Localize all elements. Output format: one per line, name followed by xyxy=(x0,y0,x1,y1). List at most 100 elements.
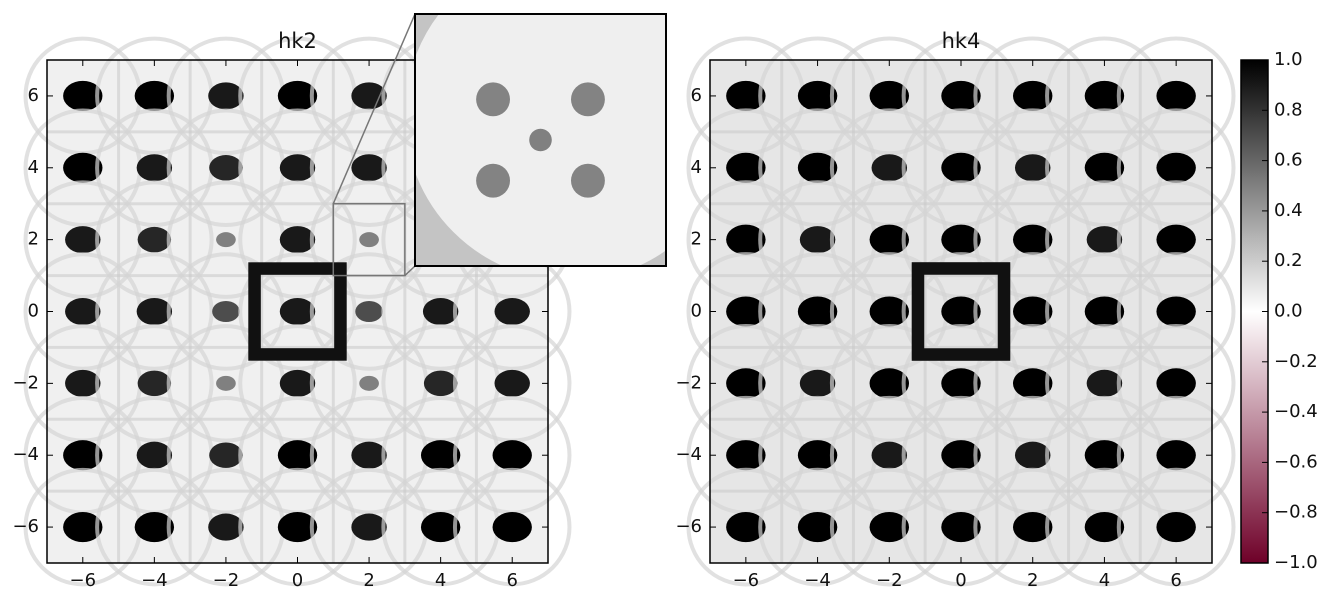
y-tick-label: −6 xyxy=(675,516,702,537)
colorbar-tick-label: 1.0 xyxy=(1274,49,1303,70)
peak xyxy=(63,440,103,471)
peak xyxy=(1014,441,1051,469)
peak xyxy=(799,226,836,254)
peak xyxy=(1156,368,1196,399)
colorbar-tick-label: −0.8 xyxy=(1274,502,1318,523)
y-tick-label: −6 xyxy=(12,516,39,537)
x-tick-label: 4 xyxy=(435,570,446,591)
x-tick-label: 4 xyxy=(1099,570,1110,591)
peak xyxy=(209,442,243,468)
peak xyxy=(137,370,172,397)
peak xyxy=(63,80,103,111)
inset-satellite xyxy=(476,82,511,117)
y-tick-label: 6 xyxy=(28,85,39,106)
peak xyxy=(279,226,316,254)
zoom-region xyxy=(332,202,406,277)
x-tick-label: 2 xyxy=(363,570,374,591)
peak xyxy=(1086,226,1123,254)
inset-peak xyxy=(529,128,552,152)
peak xyxy=(726,296,766,327)
peak xyxy=(1012,224,1053,255)
x-tick-label: 0 xyxy=(292,570,303,591)
peak xyxy=(63,152,103,183)
x-tick-label: 0 xyxy=(955,570,966,591)
inset xyxy=(415,14,666,266)
peak xyxy=(216,375,236,391)
peak xyxy=(355,300,383,323)
y-tick-label: −2 xyxy=(12,372,39,393)
central-domain xyxy=(911,262,1011,361)
peak xyxy=(941,512,981,543)
y-tick-label: 4 xyxy=(691,157,702,178)
y-tick-label: −4 xyxy=(12,444,39,465)
peak xyxy=(212,300,240,323)
peak xyxy=(726,80,766,111)
peak xyxy=(1156,80,1196,111)
peak xyxy=(134,512,175,543)
colorbar-tick-label: 0.6 xyxy=(1274,150,1303,171)
ring xyxy=(95,180,214,299)
peak xyxy=(869,80,910,111)
peak xyxy=(869,512,910,543)
peak xyxy=(136,441,173,469)
peak xyxy=(869,224,910,255)
peak xyxy=(1012,368,1053,399)
x-tick-label: −4 xyxy=(804,570,831,591)
y-tick-label: 0 xyxy=(691,301,702,322)
peak xyxy=(65,226,101,254)
peak xyxy=(420,512,461,543)
y-tick-label: 2 xyxy=(28,229,39,250)
x-tick-label: 6 xyxy=(1170,570,1181,591)
peak xyxy=(1084,80,1125,111)
peak xyxy=(1012,296,1053,327)
y-tick-label: 6 xyxy=(691,85,702,106)
peak xyxy=(941,152,981,183)
peak xyxy=(1012,80,1053,111)
x-tick-label: −2 xyxy=(213,570,240,591)
peak xyxy=(208,82,244,110)
peak xyxy=(277,512,318,543)
peak xyxy=(134,80,175,111)
inset-satellite xyxy=(570,163,605,198)
peak xyxy=(1084,296,1125,327)
peak xyxy=(726,224,766,255)
peak xyxy=(63,512,103,543)
colorbar-tick-label: 0.2 xyxy=(1274,250,1303,271)
peak xyxy=(1156,224,1196,255)
peak xyxy=(351,82,387,110)
peak xyxy=(1086,369,1123,397)
peak xyxy=(1012,512,1053,543)
peak xyxy=(726,512,766,543)
x-tick-label: −4 xyxy=(141,570,168,591)
peak xyxy=(941,296,981,327)
colorbar xyxy=(1240,59,1269,564)
peak xyxy=(1084,440,1125,471)
peak xyxy=(799,369,836,397)
peak xyxy=(1014,154,1051,182)
inset-frame xyxy=(414,13,667,267)
peak xyxy=(492,512,532,543)
y-tick-label: 0 xyxy=(28,301,39,322)
peak xyxy=(797,152,838,183)
ring xyxy=(238,180,357,299)
peak xyxy=(279,297,316,326)
zoom-connector xyxy=(332,13,416,205)
peak xyxy=(797,80,838,111)
peak xyxy=(351,513,387,541)
x-tick-label: −6 xyxy=(733,570,760,591)
zoom-connector xyxy=(404,265,416,277)
peak xyxy=(1156,512,1196,543)
peak xyxy=(359,375,379,391)
x-tick-label: −2 xyxy=(876,570,903,591)
y-tick-label: −2 xyxy=(675,372,702,393)
peak xyxy=(216,232,236,248)
peak xyxy=(359,232,379,248)
central-domain xyxy=(248,262,347,361)
colorbar-tick-label: −0.2 xyxy=(1274,351,1318,372)
peak xyxy=(279,369,316,397)
peak xyxy=(1084,152,1125,183)
colorbar-tick-label: −1.0 xyxy=(1274,552,1318,573)
y-tick-label: −4 xyxy=(675,444,702,465)
y-tick-label: 4 xyxy=(28,157,39,178)
